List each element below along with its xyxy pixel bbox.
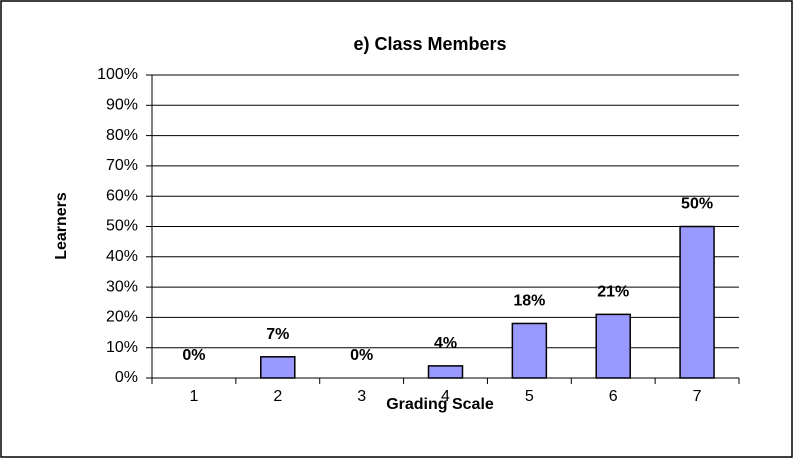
bar xyxy=(511,322,548,379)
x-tick-label: 6 xyxy=(609,388,618,405)
bar xyxy=(260,356,296,379)
x-tick-label: 2 xyxy=(273,388,282,405)
x-tick-label: 5 xyxy=(525,388,534,405)
y-tick-label: 0% xyxy=(115,369,138,386)
value-label: 4% xyxy=(434,335,457,352)
y-tick-label: 90% xyxy=(106,97,138,114)
y-tick-label: 50% xyxy=(106,218,138,235)
x-tick-label: 7 xyxy=(693,388,702,405)
y-tick-label: 10% xyxy=(106,339,138,356)
value-label: 50% xyxy=(681,196,713,213)
y-tick-label: 30% xyxy=(106,278,138,295)
value-label: 0% xyxy=(182,347,205,364)
value-label: 18% xyxy=(513,293,545,310)
y-tick-label: 80% xyxy=(106,127,138,144)
bar xyxy=(595,313,631,379)
y-axis-label: Learners xyxy=(53,192,70,260)
y-tick-label: 60% xyxy=(106,187,138,204)
value-label: 7% xyxy=(266,326,289,343)
chart-title: e) Class Members xyxy=(353,34,506,54)
x-tick-label: 4 xyxy=(441,388,450,405)
y-tick-label: 100% xyxy=(97,66,138,83)
y-tick-label: 40% xyxy=(106,248,138,265)
value-label: 21% xyxy=(597,284,629,301)
bar xyxy=(427,365,464,379)
value-label: 0% xyxy=(350,347,373,364)
bar xyxy=(679,225,715,379)
x-axis-label: Grading Scale xyxy=(386,396,494,413)
x-tick-label: 3 xyxy=(357,388,366,405)
y-tick-label: 70% xyxy=(106,157,138,174)
y-tick-label: 20% xyxy=(106,309,138,326)
x-tick-label: 1 xyxy=(189,388,198,405)
